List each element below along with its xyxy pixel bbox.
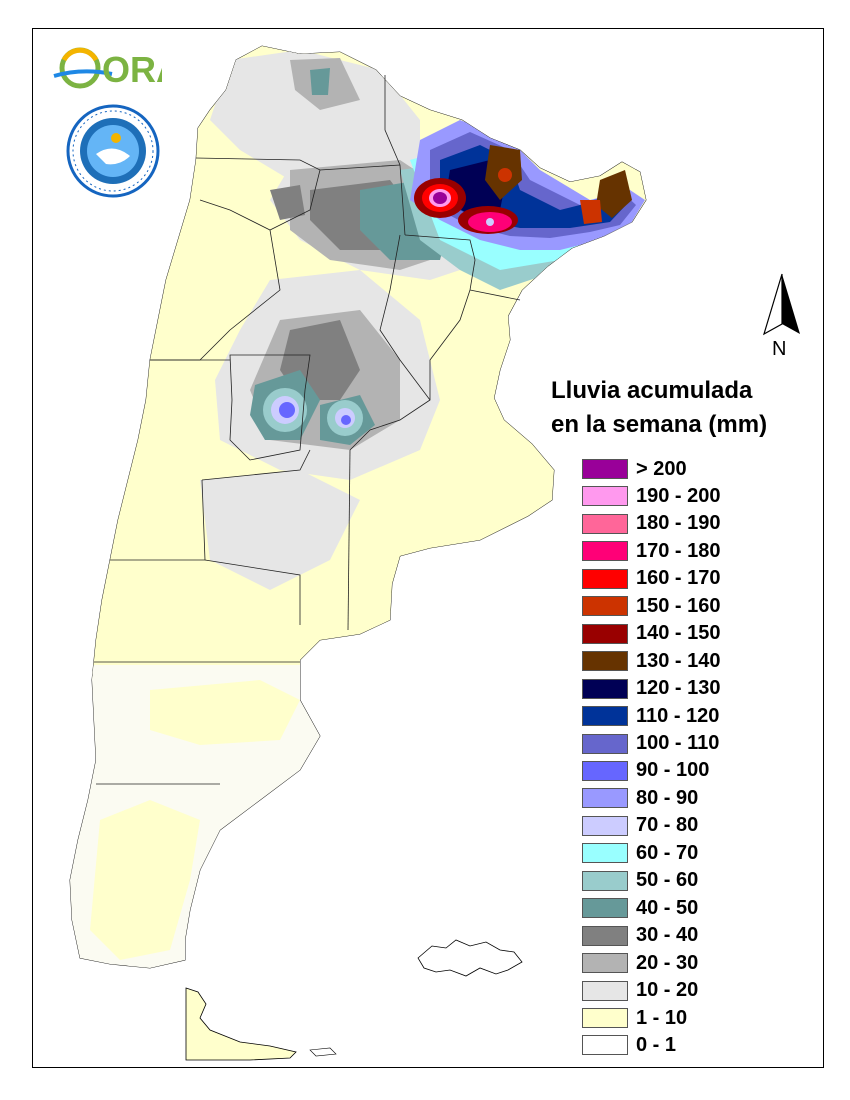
legend-item: 0 - 1 (582, 1034, 676, 1056)
north-arrow-icon (760, 272, 804, 362)
legend-swatch (582, 898, 628, 919)
legend-label: 80 - 90 (636, 786, 699, 809)
legend-label: 0 - 1 (636, 1033, 677, 1056)
legend-item: 150 - 160 (582, 595, 721, 617)
legend-label: 10 - 20 (636, 979, 699, 1002)
legend-swatch (582, 651, 628, 672)
legend-item: 50 - 60 (582, 869, 699, 892)
legend-swatch (582, 568, 628, 589)
legend-title: Lluvia acumulada en la semana (mm) (551, 374, 831, 442)
legend-swatch (582, 843, 628, 864)
ora-logo-text: ORA (102, 49, 162, 90)
legend-swatch (582, 760, 628, 781)
legend-label: 30 - 40 (636, 924, 699, 947)
legend-title-line1: Lluvia acumulada (551, 377, 753, 404)
legend-item: 90 - 100 (582, 759, 710, 782)
legend-label: 120 - 130 (636, 677, 721, 700)
legend-label: 50 - 60 (636, 869, 699, 892)
legend-item: 40 - 50 (582, 897, 698, 919)
legend-item: 60 - 70 (582, 842, 698, 864)
legend-label: 110 - 120 (636, 704, 720, 727)
legend-label: 130 - 140 (636, 649, 721, 672)
legend-label: 20 - 30 (636, 951, 699, 974)
legend-label: 190 - 200 (636, 484, 721, 507)
legend-item: 140 - 150 (582, 622, 721, 645)
legend-item: > 200 (582, 458, 687, 480)
legend-swatch (582, 541, 628, 562)
legend-swatch (582, 623, 628, 644)
legend-swatch (582, 733, 628, 754)
legend-item: 130 - 140 (582, 650, 721, 672)
legend-item: 180 - 190 (582, 512, 721, 535)
legend-label: 140 - 150 (636, 622, 721, 645)
north-label: N (772, 338, 787, 360)
legend-label: 150 - 160 (636, 594, 721, 617)
legend-swatch (582, 596, 628, 617)
legend-item: 100 - 110 (582, 732, 720, 755)
legend-item: 30 - 40 (582, 924, 699, 947)
legend-swatch (582, 925, 628, 946)
isla-small (309, 1047, 337, 1057)
legend-swatch (582, 870, 628, 891)
legend-item: 110 - 120 (582, 705, 719, 727)
legend-swatch (582, 815, 628, 836)
legend-item: 170 - 180 (582, 540, 721, 562)
legend-item: 190 - 200 (582, 485, 721, 507)
legend-swatch (582, 706, 628, 727)
legend-item: 1 - 10 (582, 1007, 687, 1029)
legend-swatch (582, 486, 628, 507)
legend-swatch (582, 678, 628, 699)
smn-seal (66, 104, 160, 198)
legend-item: 20 - 30 (582, 952, 698, 974)
legend-swatch (582, 1008, 628, 1028)
legend-swatch (582, 980, 628, 1001)
legend-label: 100 - 110 (636, 732, 720, 754)
legend-swatch (582, 1035, 628, 1056)
legend-label: 170 - 180 (636, 539, 721, 562)
legend-swatch (582, 953, 628, 974)
legend-item: 70 - 80 (582, 814, 699, 837)
ora-logo: ORA (52, 46, 182, 92)
legend-label: 180 - 190 (636, 512, 721, 535)
legend-title-line2: en la semana (mm) (551, 411, 768, 438)
legend-swatch (582, 513, 628, 534)
legend-label: 90 - 100 (636, 759, 710, 782)
legend-item: 160 - 170 (582, 567, 721, 590)
islas-malvinas (417, 939, 523, 977)
province-boundaries (94, 75, 521, 785)
legend-label: > 200 (636, 457, 687, 480)
legend-item: 120 - 130 (582, 677, 721, 700)
legend-swatch (582, 459, 628, 479)
legend-label: 40 - 50 (636, 896, 699, 919)
tierra-del-fuego (185, 987, 297, 1061)
legend-swatch (582, 788, 628, 809)
legend-item: 80 - 90 (582, 787, 698, 809)
legend-item: 10 - 20 (582, 979, 699, 1002)
legend-label: 160 - 170 (636, 567, 721, 590)
legend-label: 1 - 10 (636, 1006, 688, 1029)
legend-label: 60 - 70 (636, 841, 699, 864)
legend-label: 70 - 80 (636, 814, 699, 837)
